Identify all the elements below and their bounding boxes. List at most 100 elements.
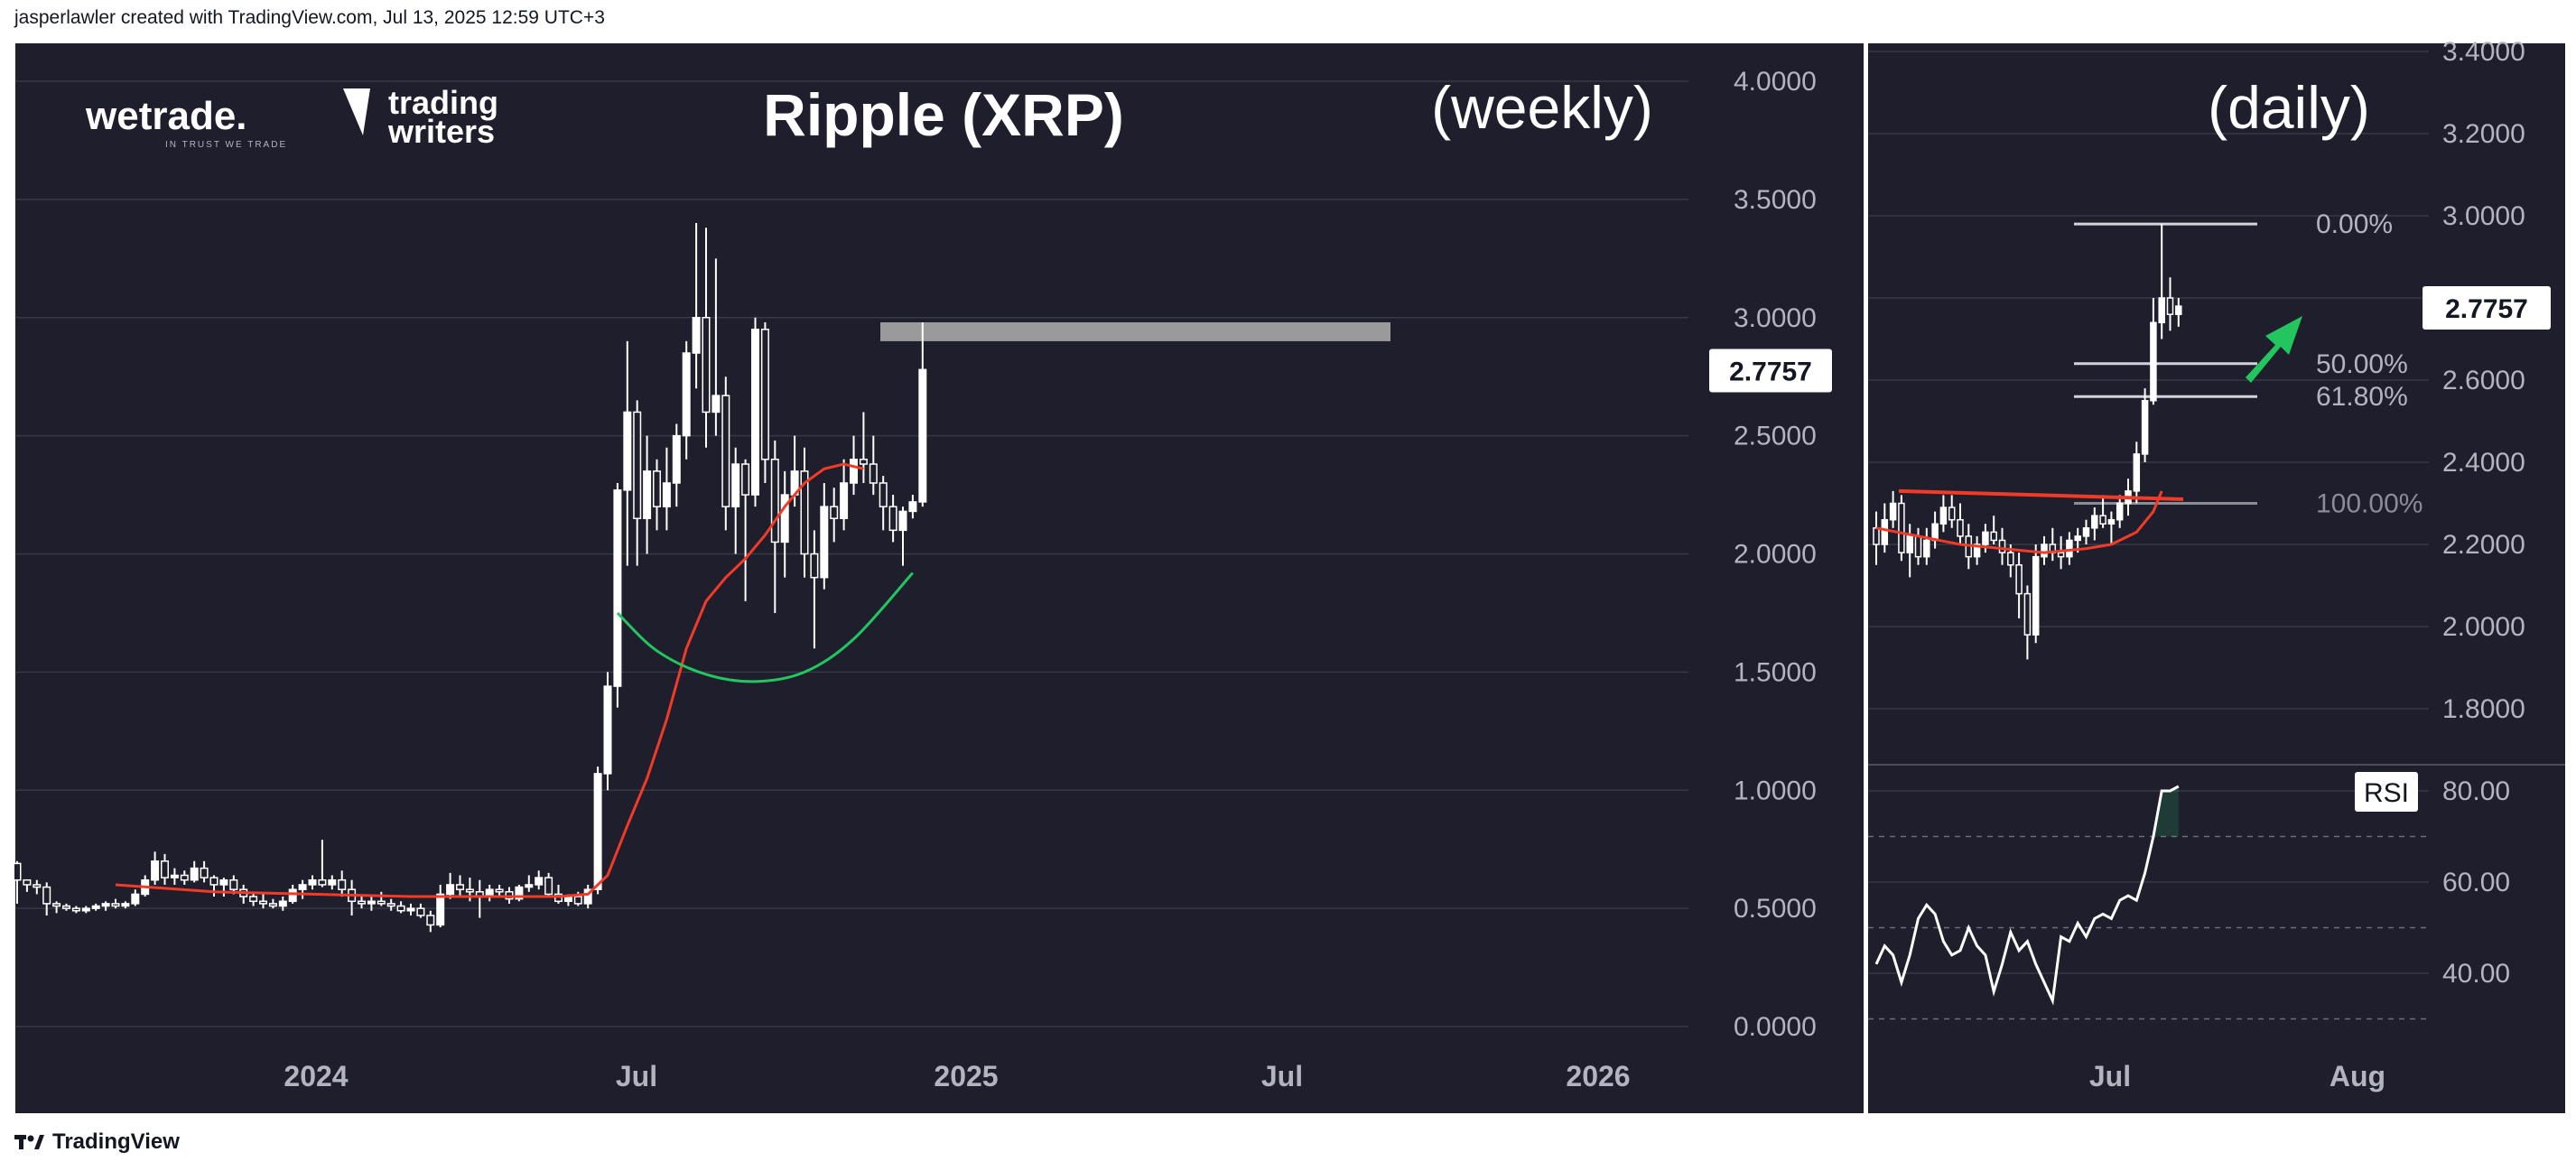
weekly-candle bbox=[151, 860, 160, 881]
weekly-candle bbox=[81, 907, 90, 912]
daily-candle bbox=[2082, 527, 2090, 537]
weekly-candle bbox=[406, 907, 415, 912]
weekly-candle bbox=[653, 470, 661, 507]
weekly-price-label: 2.7757 bbox=[1729, 357, 1812, 386]
weekly-candle bbox=[229, 878, 238, 890]
weekly-candle bbox=[643, 470, 652, 519]
weekly-candle bbox=[121, 903, 130, 907]
weekly-candle bbox=[573, 896, 582, 905]
weekly-x-tick: 2026 bbox=[1566, 1060, 1630, 1092]
weekly-y-tick: 1.5000 bbox=[1734, 657, 1817, 687]
weekly-candle bbox=[268, 903, 277, 907]
rsi-y-tick: 60.00 bbox=[2442, 868, 2510, 897]
daily-candle bbox=[1889, 502, 1897, 521]
weekly-candle bbox=[603, 685, 612, 775]
weekly-candle bbox=[682, 352, 691, 437]
weekly-x-tick: 2025 bbox=[934, 1060, 998, 1092]
weekly-candle bbox=[161, 860, 169, 878]
weekly-candle bbox=[780, 494, 789, 544]
weekly-candle bbox=[91, 905, 100, 909]
weekly-candle bbox=[219, 878, 228, 886]
weekly-candle bbox=[662, 482, 671, 507]
weekly-y-tick: 3.0000 bbox=[1734, 303, 1817, 333]
weekly-candle bbox=[42, 886, 51, 905]
weekly-candle bbox=[741, 463, 750, 496]
daily-fib-label: 61.80% bbox=[2316, 382, 2408, 412]
weekly-candle bbox=[702, 317, 711, 414]
daily-candle bbox=[2066, 539, 2073, 558]
weekly-moving-average-line bbox=[115, 462, 864, 898]
weekly-candle bbox=[338, 878, 347, 890]
weekly-candle bbox=[888, 506, 897, 532]
weekly-candle bbox=[731, 463, 740, 507]
daily-candle bbox=[2116, 502, 2124, 521]
weekly-candle bbox=[721, 395, 730, 507]
daily-candle bbox=[1898, 502, 1905, 553]
weekly-y-tick: 0.0000 bbox=[1734, 1012, 1817, 1042]
chart-canvas[interactable]: 0.0000 0.5000 1.0000 1.5000 2.0000 2.5000 3.00… bbox=[0, 0, 2576, 1120]
wetrade-tagline: IN TRUST WE TRADE bbox=[165, 140, 287, 150]
weekly-candle bbox=[456, 884, 464, 890]
weekly-x-tick: 2024 bbox=[284, 1060, 348, 1092]
daily-candle bbox=[2091, 515, 2098, 529]
daily-candle bbox=[2166, 297, 2174, 315]
weekly-x-tick: Jul bbox=[1261, 1060, 1303, 1092]
daily-up-arrow-icon bbox=[2246, 316, 2302, 383]
weekly-candle bbox=[446, 884, 455, 896]
weekly-candle bbox=[131, 893, 140, 905]
weekly-candle bbox=[377, 900, 386, 905]
daily-candle bbox=[2099, 515, 2106, 525]
daily-candle bbox=[1982, 531, 1989, 545]
daily-candle bbox=[2057, 552, 2065, 558]
weekly-cup-curve bbox=[616, 572, 915, 683]
weekly-candle bbox=[386, 903, 395, 907]
trading-writers-icon bbox=[343, 88, 370, 135]
attribution-text: jasperlawler created with TradingView.co… bbox=[14, 7, 605, 28]
weekly-chart[interactable]: 0.0000 0.5000 1.0000 1.5000 2.0000 2.5000 3.00… bbox=[13, 67, 1832, 1092]
weekly-price-label-box bbox=[1709, 349, 1832, 393]
weekly-y-tick: 0.5000 bbox=[1734, 894, 1817, 924]
weekly-candle bbox=[908, 501, 917, 513]
daily-chart[interactable]: 1.80002.00002.20002.40002.60002.80003.00… bbox=[1868, 37, 2565, 1092]
daily-y-tick: 3.2000 bbox=[2442, 119, 2525, 149]
daily-fib-label: 50.00% bbox=[2316, 349, 2408, 379]
trading-writers-line1: trading bbox=[388, 84, 498, 121]
daily-candle bbox=[1973, 544, 1981, 558]
weekly-candle bbox=[298, 884, 307, 890]
rsi-y-tick: 80.00 bbox=[2442, 776, 2510, 806]
footer: TradingView bbox=[14, 1127, 180, 1157]
daily-candle bbox=[1914, 535, 1922, 558]
weekly-candle bbox=[800, 470, 809, 555]
weekly-candle bbox=[495, 888, 504, 893]
weekly-candle bbox=[898, 510, 907, 532]
weekly-candle bbox=[515, 886, 524, 900]
weekly-candle bbox=[840, 482, 849, 519]
daily-y-tick: 2.0000 bbox=[2442, 612, 2525, 642]
weekly-candle bbox=[593, 773, 602, 890]
daily-candle bbox=[2007, 552, 2014, 566]
weekly-candle bbox=[259, 900, 267, 905]
rsi-line bbox=[1874, 785, 2180, 1006]
weekly-candle bbox=[190, 867, 199, 881]
weekly-candle bbox=[278, 900, 287, 907]
daily-candle bbox=[2023, 592, 2032, 636]
daily-candle bbox=[2150, 321, 2157, 402]
daily-y-tick: 3.0000 bbox=[2442, 201, 2525, 231]
weekly-candle bbox=[859, 459, 868, 465]
weekly-candle bbox=[525, 884, 534, 888]
weekly-candle bbox=[308, 878, 317, 886]
daily-price-label-box bbox=[2423, 286, 2551, 330]
daily-candle bbox=[1957, 518, 1964, 537]
weekly-candle bbox=[23, 878, 32, 886]
weekly-candle bbox=[672, 434, 681, 484]
weekly-candle bbox=[101, 903, 110, 907]
weekly-candle bbox=[318, 878, 327, 886]
wetrade-logo: wetrade. IN TRUST WE TRADE bbox=[85, 94, 287, 150]
weekly-candle bbox=[249, 896, 258, 903]
rsi-overbought-fill bbox=[2153, 786, 2179, 837]
weekly-candle bbox=[426, 915, 435, 926]
daily-x-tick: Aug bbox=[2330, 1060, 2385, 1092]
weekly-candle bbox=[180, 874, 189, 881]
trading-writers-logo: trading writers bbox=[343, 84, 498, 150]
daily-candle bbox=[2041, 544, 2048, 558]
